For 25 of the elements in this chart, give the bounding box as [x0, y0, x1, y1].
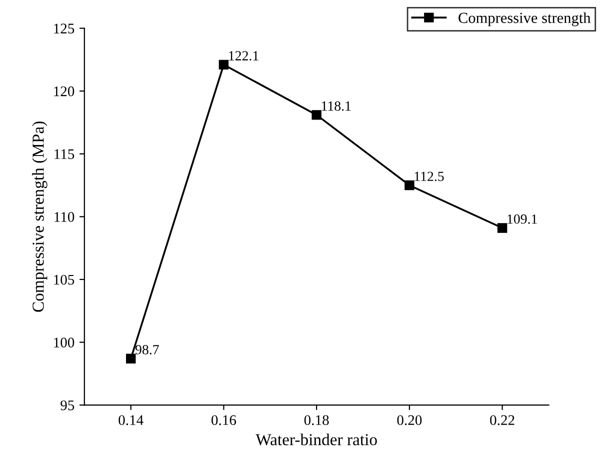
data-label: 112.5 [414, 172, 444, 182]
point [126, 354, 136, 364]
y-tick-label: 115 [54, 149, 74, 160]
data-label: 109.1 [508, 214, 537, 224]
x-tick-label: 0.20 [397, 415, 422, 426]
x-tick-label: 0.18 [304, 415, 329, 426]
point [218, 60, 229, 70]
x-tick-label: 0.16 [212, 415, 236, 426]
y-tick-label: 120 [54, 86, 74, 96]
data-label: 98.7 [135, 345, 159, 354]
data-label: 118.1 [322, 101, 351, 111]
legend-label: Compressive strength [458, 12, 591, 26]
point [404, 180, 414, 190]
y-tick-label: 110 [54, 212, 74, 222]
y-tick-label: 100 [54, 338, 74, 348]
x-tick-label: 0.14 [118, 415, 144, 426]
y-tick-label: 105 [54, 274, 74, 285]
x-tick-label: 0.22 [490, 415, 514, 426]
data-label: 122.1 [229, 51, 258, 61]
y-axis-title: Compressive strength (MPa) [32, 122, 48, 312]
y-tick-label: 125 [54, 24, 74, 34]
point [497, 223, 508, 233]
point [312, 110, 322, 120]
x-axis-title: Water-binder ratio [256, 434, 377, 446]
y-tick-label: 95 [60, 400, 74, 410]
